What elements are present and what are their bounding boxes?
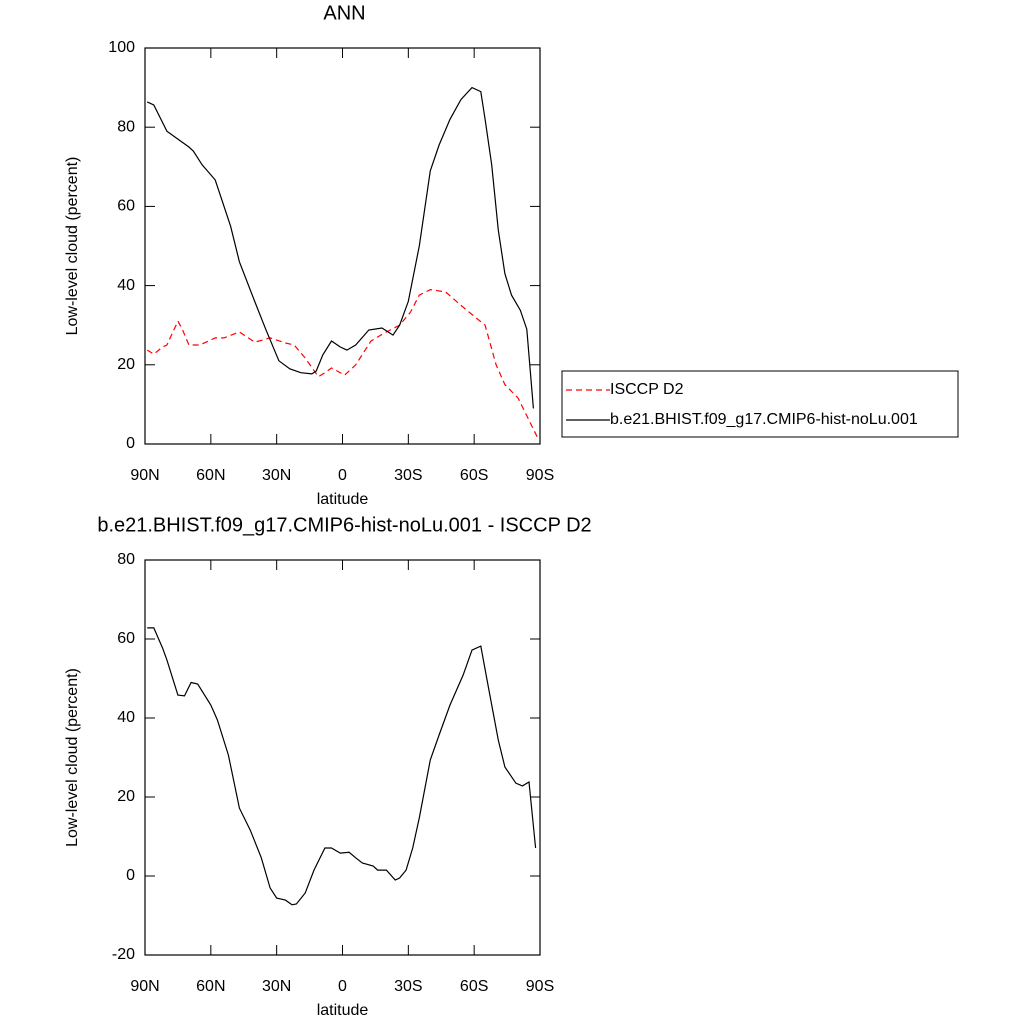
y-axis-title: Low-level cloud (percent)	[64, 157, 81, 336]
y-tick-label: 20	[117, 788, 135, 805]
legend-box	[561, 370, 959, 438]
chart-title: b.e21.BHIST.f09_g17.CMIP6-hist-noLu.001 …	[97, 514, 591, 536]
data-line	[146, 288, 539, 439]
x-tick-label: 0	[338, 467, 347, 484]
legend-label: ISCCP D2	[610, 381, 684, 398]
x-tick-label: 90S	[526, 978, 554, 995]
y-tick-label: 60	[117, 198, 135, 215]
x-tick-label: 90S	[526, 467, 554, 484]
y-tick-label: 0	[126, 435, 135, 452]
x-tick-label: 30S	[394, 978, 422, 995]
y-tick-label: 60	[117, 630, 135, 647]
x-tick-label: 60N	[196, 467, 225, 484]
x-tick-label: 30N	[262, 467, 291, 484]
x-tick-label: 0	[338, 978, 347, 995]
chart-title: ANN	[323, 2, 365, 24]
y-axis-title: Low-level cloud (percent)	[64, 668, 81, 847]
y-tick-label: 100	[108, 39, 135, 56]
legend-label: b.e21.BHIST.f09_g17.CMIP6-hist-noLu.001	[610, 411, 918, 428]
y-tick-label: 40	[117, 277, 135, 294]
x-axis-title: latitude	[317, 491, 369, 508]
data-line	[147, 627, 537, 906]
y-tick-label: -20	[112, 946, 135, 963]
data-line	[146, 86, 534, 409]
y-tick-label: 0	[126, 867, 135, 884]
x-tick-label: 60S	[460, 978, 488, 995]
x-tick-label: 90N	[130, 467, 159, 484]
x-tick-label: 30N	[262, 978, 291, 995]
x-tick-label: 30S	[394, 467, 422, 484]
x-tick-label: 60S	[460, 467, 488, 484]
plot-frame	[144, 559, 541, 956]
y-tick-label: 80	[117, 551, 135, 568]
y-tick-label: 40	[117, 709, 135, 726]
x-tick-label: 90N	[130, 978, 159, 995]
y-tick-label: 20	[117, 356, 135, 373]
plot-frame	[144, 47, 541, 445]
x-tick-label: 60N	[196, 978, 225, 995]
x-axis-title: latitude	[317, 1002, 369, 1019]
y-tick-label: 80	[117, 118, 135, 135]
legend: ISCCP D2 b.e21.BHIST.f09_g17.CMIP6-hist-n…	[561, 370, 959, 438]
